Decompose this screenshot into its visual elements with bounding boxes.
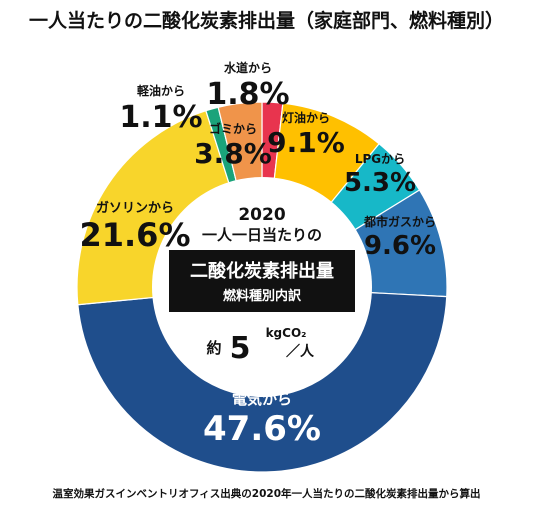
center-per: ／人: [286, 343, 315, 360]
center-box: [169, 250, 355, 312]
slice-label-electricity: 電気から: [232, 390, 292, 408]
center-subtitle: 一人一日当たりの: [202, 226, 322, 244]
slice-value-light_oil: 1.1%: [119, 100, 202, 135]
footnote: 温室効果ガスインベントリオフィス出典の2020年一人当たりの二酸化炭素排出量から…: [52, 488, 481, 500]
slice-value-gasoline: 21.6%: [79, 216, 190, 254]
slice-label-lpg: LPGから: [355, 152, 405, 166]
chart-title: 一人当たりの二酸化炭素排出量（家庭部門、燃料種別）: [28, 10, 504, 32]
slice-value-garbage: 3.8%: [194, 137, 272, 170]
slice-label-kerosene: 灯油から: [282, 110, 330, 125]
slice-value-electricity: 47.6%: [203, 409, 321, 449]
slice-label-city_gas: 都市ガスから: [363, 214, 436, 229]
slice-value-kerosene: 9.1%: [267, 126, 345, 159]
center-value: 5: [230, 331, 251, 366]
slice-label-gasoline: ガソリンから: [96, 201, 174, 216]
center-unit: kgCO₂: [266, 326, 307, 340]
center-box-title: 二酸化炭素排出量: [190, 260, 334, 282]
slice-value-city_gas: 9.6%: [364, 231, 436, 261]
center-box-subtitle: 燃料種別内訳: [223, 288, 302, 304]
slice-value-water: 1.8%: [206, 77, 289, 112]
slice-label-garbage: ゴミから: [209, 121, 257, 136]
slice-value-lpg: 5.3%: [344, 168, 416, 198]
center-year: 2020: [238, 205, 285, 225]
center-prefix: 約: [206, 339, 221, 357]
slice-label-water: 水道から: [224, 60, 272, 75]
slice-label-light_oil: 軽油から: [137, 83, 185, 98]
